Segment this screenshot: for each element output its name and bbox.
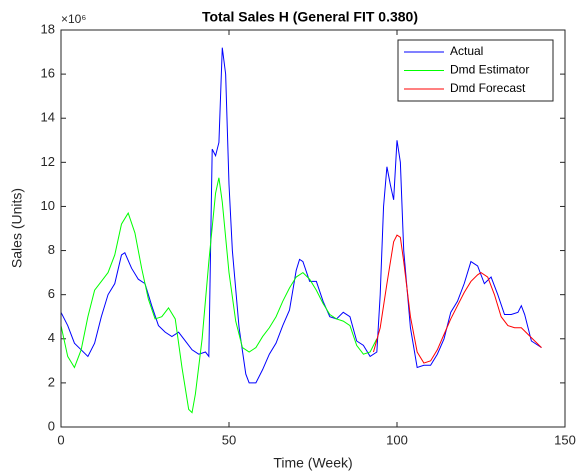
y-tick-label: 16 (41, 66, 55, 81)
axes-box (60, 29, 566, 428)
y-tick-label: 4 (48, 330, 55, 345)
x-tick-label: 50 (222, 432, 236, 447)
legend-label: Dmd Estimator (450, 63, 529, 77)
x-tick-label: 0 (57, 432, 64, 447)
x-axis-label: Time (Week) (273, 455, 352, 471)
y-tick-label: 2 (48, 374, 55, 389)
series-line (60, 47, 542, 384)
y-tick-label: 0 (48, 418, 55, 433)
legend-label: Dmd Forecast (450, 81, 526, 95)
y-multiplier: ×10⁶ (61, 12, 86, 26)
y-tick-label: 8 (48, 242, 55, 257)
y-axis-label: Sales (Units) (9, 188, 25, 268)
y-tick-label: 6 (48, 286, 55, 301)
x-tick-label: 150 (554, 432, 576, 447)
chart-title: Total Sales H (General FIT 0.380) (202, 9, 418, 25)
y-tick-label: 12 (41, 154, 55, 169)
y-tick-label: 14 (41, 110, 55, 125)
legend-label: Actual (450, 44, 483, 58)
series-line (372, 234, 542, 364)
x-tick-label: 100 (386, 432, 408, 447)
y-tick-label: 18 (41, 21, 55, 36)
y-tick-label: 10 (41, 198, 55, 213)
series-line (60, 177, 378, 414)
legend-box (397, 39, 554, 102)
